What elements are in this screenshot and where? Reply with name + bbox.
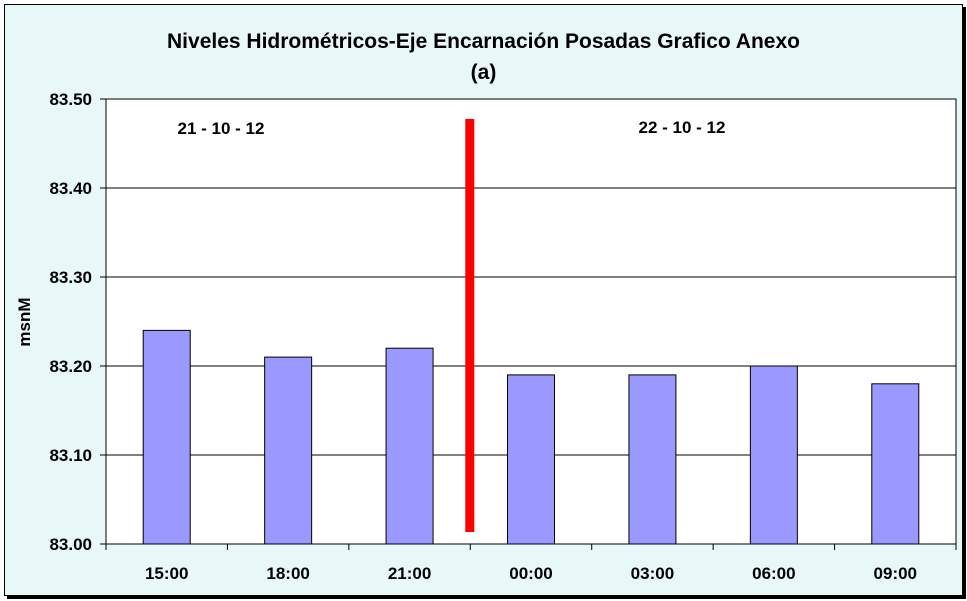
y-tick-label: 83.30 bbox=[49, 268, 92, 287]
day-divider-line bbox=[465, 119, 475, 532]
bar-0600 bbox=[749, 365, 798, 545]
chart-title: Niveles Hidrométricos-Eje Encarnación Po… bbox=[0, 26, 967, 88]
chart-title-line2: (a) bbox=[470, 61, 497, 84]
bar-0900 bbox=[871, 383, 920, 545]
x-tick-label: 09:00 bbox=[874, 564, 917, 583]
x-tick-label: 06:00 bbox=[752, 564, 795, 583]
y-axis-ticks: 83.00 83.10 83.20 83.30 83.40 83.50 bbox=[49, 90, 106, 554]
date-annotation-left: 21 - 10 - 12 bbox=[178, 119, 265, 138]
x-tick-label: 03:00 bbox=[631, 564, 674, 583]
x-axis-ticks: 15:00 18:00 21:00 00:00 03:00 06:00 09:00 bbox=[105, 544, 957, 583]
bar-2100 bbox=[385, 347, 434, 545]
bar-1800 bbox=[264, 356, 313, 545]
x-tick-label: 00:00 bbox=[509, 564, 552, 583]
y-tick-label: 83.10 bbox=[49, 446, 92, 465]
bars bbox=[142, 329, 920, 545]
date-annotation-right: 22 - 10 - 12 bbox=[639, 118, 726, 137]
bar-0000 bbox=[507, 374, 555, 545]
y-tick-label: 83.50 bbox=[49, 90, 92, 109]
x-tick-label: 15:00 bbox=[145, 564, 188, 583]
chart-title-line1: Niveles Hidrométricos-Eje Encarnación Po… bbox=[167, 30, 800, 53]
bar-0300 bbox=[628, 374, 677, 545]
y-tick-label: 83.40 bbox=[49, 179, 92, 198]
bar-1500 bbox=[142, 329, 191, 545]
y-tick-label: 83.00 bbox=[49, 535, 92, 554]
y-tick-label: 83.20 bbox=[49, 357, 92, 376]
x-tick-label: 21:00 bbox=[388, 564, 431, 583]
x-tick-label: 18:00 bbox=[266, 564, 309, 583]
y-axis-label: msnM bbox=[15, 297, 34, 346]
